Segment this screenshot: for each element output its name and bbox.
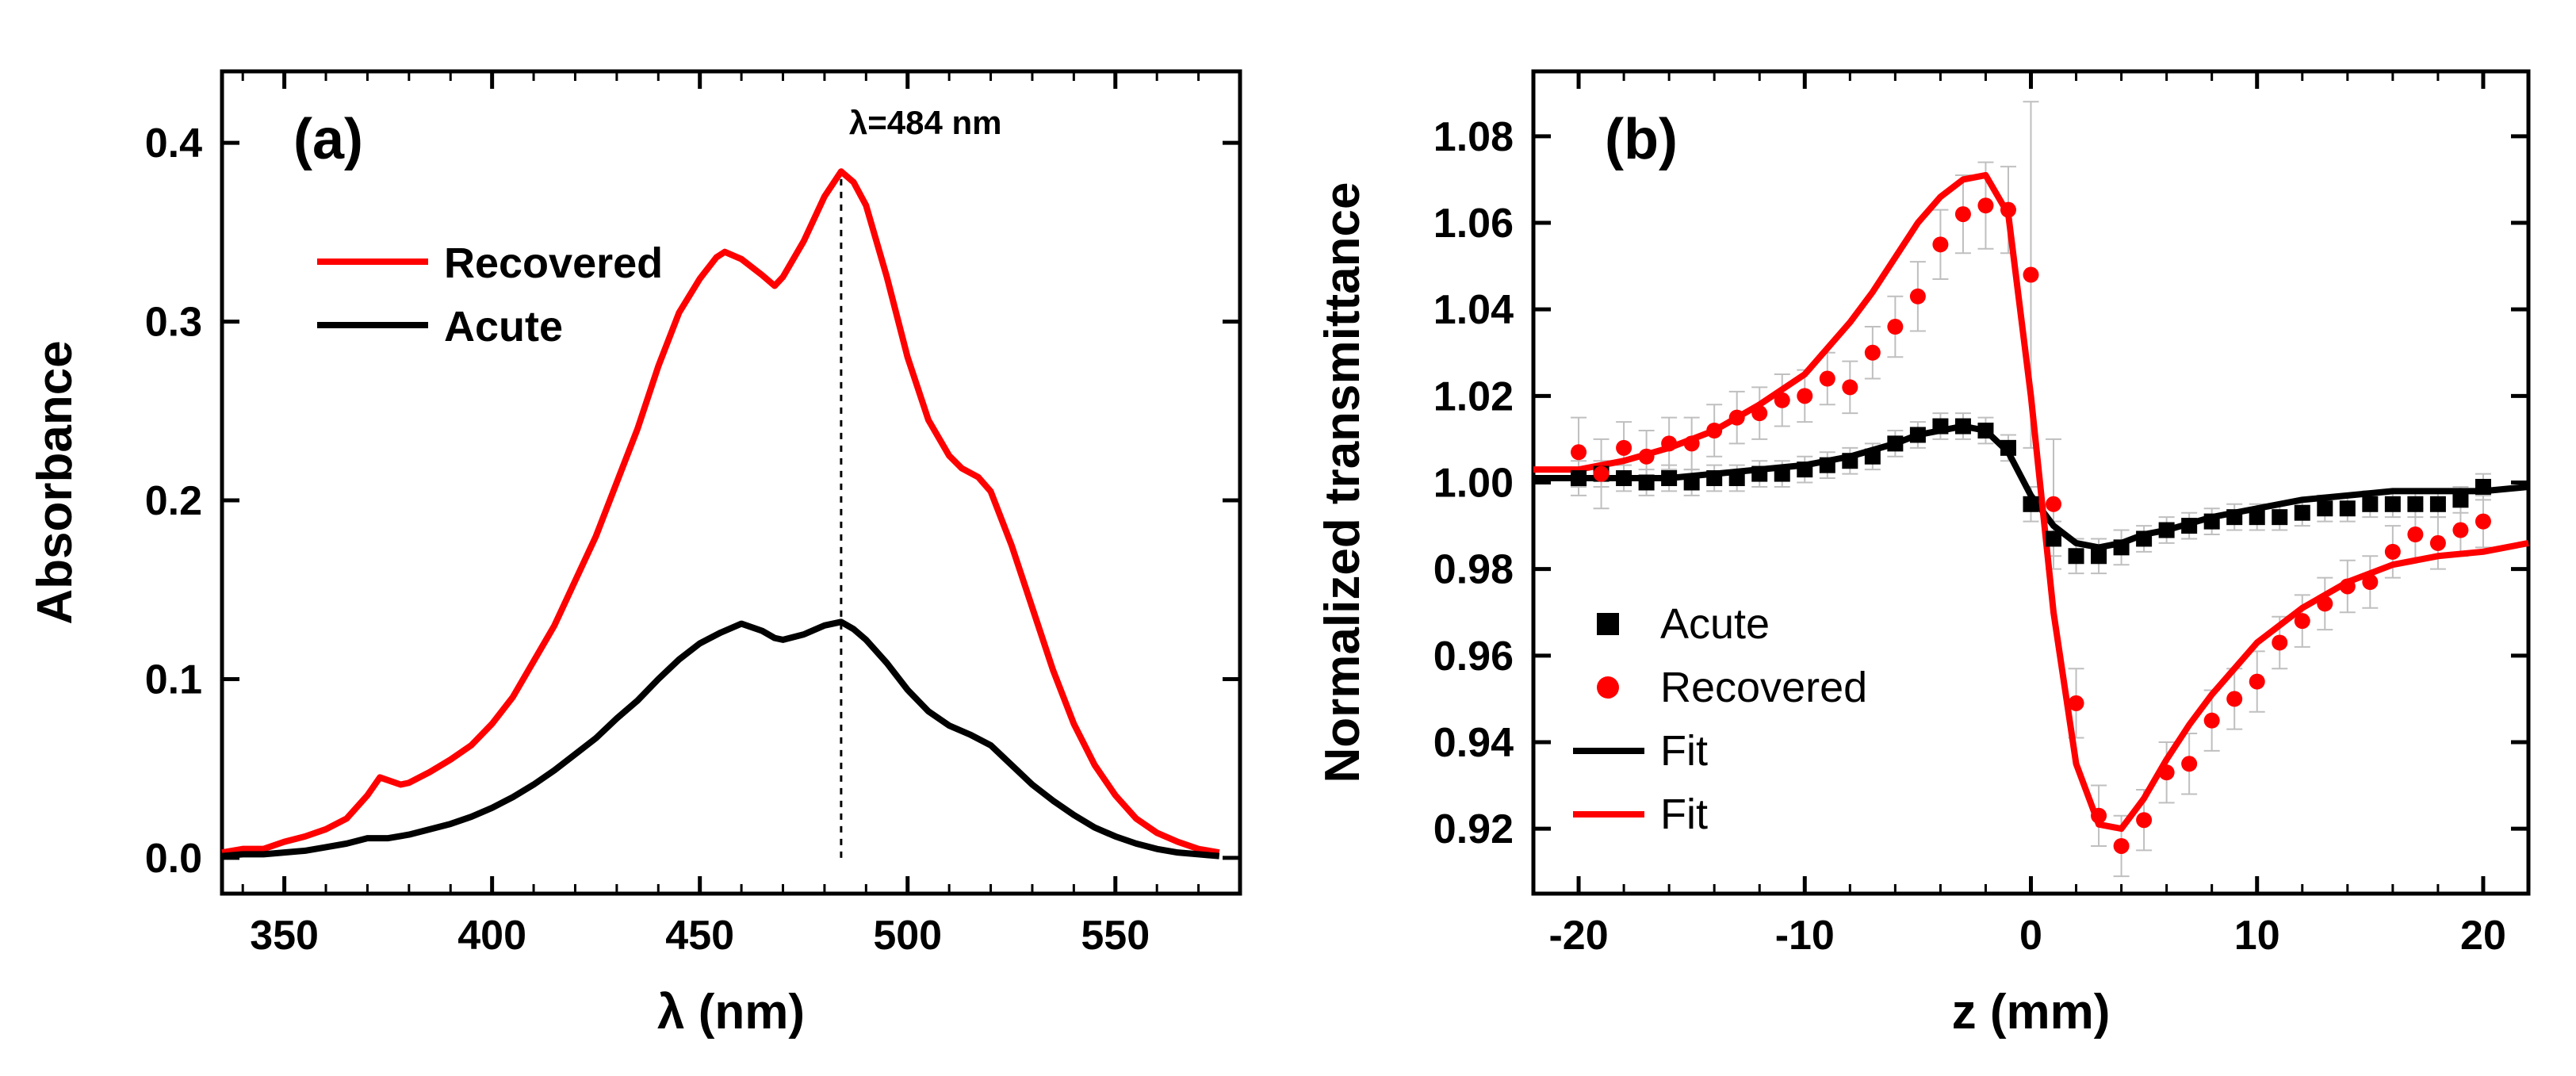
svg-text:1.02: 1.02: [1433, 373, 1514, 419]
svg-text:1.08: 1.08: [1433, 114, 1514, 160]
panel-b: -20 -10 0 10 20 0.92 0.94 0.96 0.98 1.00 1.02 1.04 1…: [1288, 0, 2576, 1076]
svg-text:0.1: 0.1: [145, 657, 202, 703]
svg-text:550: 550: [1081, 913, 1150, 959]
svg-text:0.96: 0.96: [1433, 634, 1514, 680]
svg-text:Fit: Fit: [1660, 791, 1708, 838]
svg-text:(a): (a): [293, 108, 363, 171]
svg-text:Recovered: Recovered: [1660, 664, 1867, 711]
svg-text:10: 10: [2234, 913, 2280, 959]
svg-text:Acute: Acute: [1660, 600, 1770, 648]
svg-text:400: 400: [457, 913, 526, 959]
svg-text:0.0: 0.0: [145, 836, 202, 882]
svg-text:0.4: 0.4: [145, 121, 202, 167]
svg-text:Acute: Acute: [444, 303, 563, 350]
svg-text:0.94: 0.94: [1433, 720, 1514, 766]
svg-text:0.3: 0.3: [145, 300, 202, 346]
svg-text:1.06: 1.06: [1433, 201, 1514, 247]
svg-text:-10: -10: [1775, 913, 1835, 959]
svg-text:z (mm): z (mm): [1952, 985, 2111, 1040]
svg-text:500: 500: [873, 913, 942, 959]
svg-text:λ=484 nm: λ=484 nm: [849, 104, 1002, 141]
svg-text:Absorbance: Absorbance: [28, 340, 82, 624]
figure-container: 350 400 450 500 550 0.0 0.1 0.2 0.3 0.4 λ (nm) Abso…: [0, 0, 2576, 1076]
svg-text:Recovered: Recovered: [444, 239, 663, 287]
svg-text:λ (nm): λ (nm): [657, 985, 805, 1040]
svg-text:-20: -20: [1548, 913, 1608, 959]
svg-text:Normalized transmittance: Normalized transmittance: [1315, 182, 1370, 783]
svg-text:1.04: 1.04: [1433, 287, 1514, 333]
svg-text:0.2: 0.2: [145, 478, 202, 524]
panel-a: 350 400 450 500 550 0.0 0.1 0.2 0.3 0.4 λ (nm) Abso…: [0, 0, 1288, 1076]
svg-text:0.98: 0.98: [1433, 547, 1514, 593]
svg-text:450: 450: [665, 913, 734, 959]
svg-text:(b): (b): [1605, 108, 1678, 171]
svg-text:20: 20: [2460, 913, 2506, 959]
svg-text:0.92: 0.92: [1433, 806, 1514, 852]
chart-b: -20 -10 0 10 20 0.92 0.94 0.96 0.98 1.00 1.02 1.04 1…: [1288, 0, 2576, 1076]
svg-text:1.00: 1.00: [1433, 461, 1514, 507]
svg-text:0: 0: [2019, 913, 2042, 959]
chart-a: 350 400 450 500 550 0.0 0.1 0.2 0.3 0.4 λ (nm) Abso…: [0, 0, 1288, 1076]
svg-text:350: 350: [250, 913, 319, 959]
svg-text:Fit: Fit: [1660, 727, 1708, 775]
